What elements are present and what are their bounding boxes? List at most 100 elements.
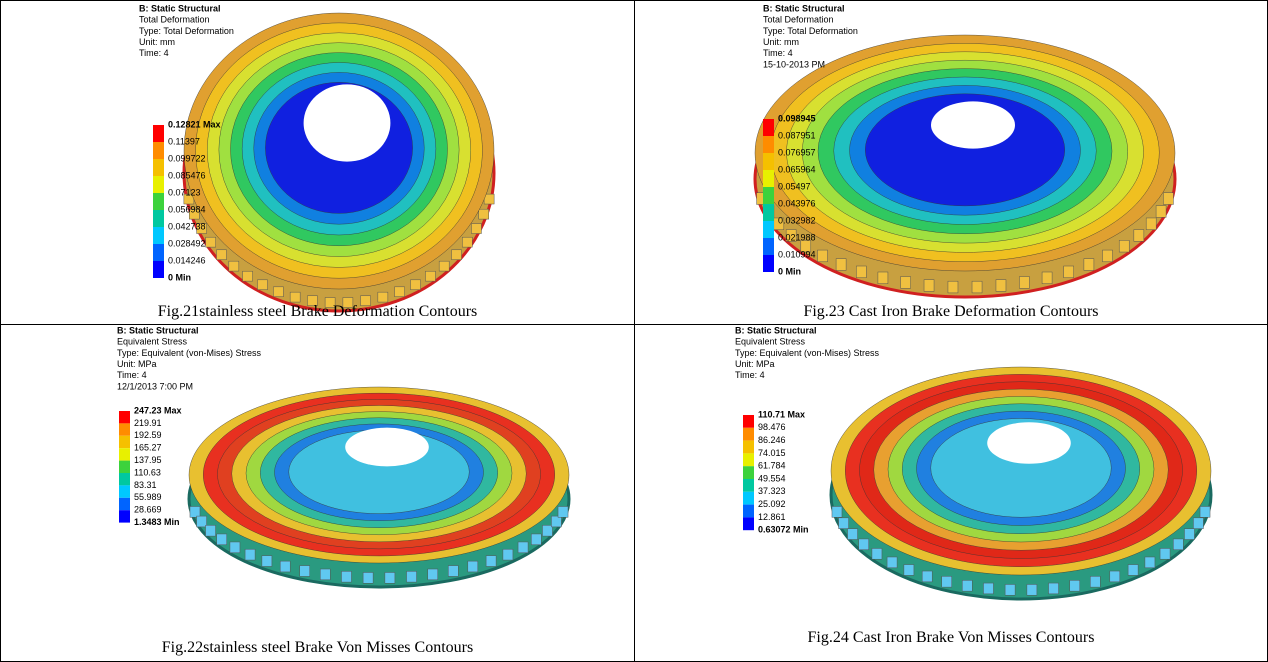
legend-label: 0.12821 Max	[168, 119, 221, 129]
legend-swatch	[153, 176, 164, 193]
disc-vent	[425, 271, 435, 281]
legend-label: 110.71 Max	[758, 409, 805, 419]
disc-vent	[922, 571, 932, 582]
disc-vent	[452, 250, 462, 260]
disc-vent	[878, 272, 888, 284]
figure-caption: Fig.24 Cast Iron Brake Von Misses Contou…	[635, 629, 1267, 647]
legend-label: 37.323	[758, 486, 786, 496]
legend-label: 165.27	[134, 443, 162, 453]
legend-label: 0.099722	[168, 153, 206, 163]
disc-vent	[257, 280, 267, 290]
disc-vent	[300, 566, 310, 577]
legend-label: 0.085476	[168, 170, 206, 180]
disc-hole	[931, 101, 1015, 148]
result-header: Unit: mm	[139, 37, 175, 47]
result-header: B: Static Structural	[139, 3, 221, 13]
disc-vent	[904, 565, 914, 576]
disc-vent	[531, 534, 541, 545]
disc-vent	[1064, 266, 1074, 278]
legend-label: 0.11397	[168, 136, 200, 146]
result-header: Total Deformation	[139, 15, 210, 25]
disc-vent	[197, 516, 207, 527]
disc-vent	[848, 529, 858, 540]
legend-swatch	[153, 125, 164, 142]
page: B: Static StructuralTotal DeformationTyp…	[0, 0, 1268, 662]
legend-swatch	[763, 187, 774, 204]
disc-vent	[462, 237, 472, 247]
figure-caption: Fig.21stainless steel Brake Deformation …	[1, 303, 634, 321]
legend-swatch	[119, 510, 130, 522]
disc-vent	[1134, 230, 1144, 242]
legend-label: 0.05497	[778, 181, 811, 191]
legend-label: 0.010994	[778, 249, 816, 259]
legend-label: 0.021988	[778, 232, 816, 242]
result-header: Equivalent Stress	[117, 337, 188, 347]
disc-vent	[948, 281, 958, 293]
legend-swatch	[743, 517, 754, 530]
legend-swatch	[743, 492, 754, 505]
figure-caption: Fig.23 Cast Iron Brake Deformation Conto…	[635, 303, 1267, 321]
disc-vent	[448, 566, 458, 577]
disc-vent	[818, 250, 828, 262]
disc-vent	[229, 261, 239, 271]
disc-vent	[1193, 518, 1203, 529]
disc-hole	[304, 84, 391, 161]
result-header: Equivalent Stress	[735, 337, 806, 347]
disc-vent	[1163, 193, 1173, 205]
legend-label: 0.63072 Min	[758, 525, 809, 535]
disc-vent	[901, 277, 911, 289]
legend-swatch	[763, 204, 774, 221]
simulation-image: B: Static Structural Equivalent StressTyp…	[1, 325, 634, 661]
disc-vent	[439, 261, 449, 271]
disc-vent	[518, 542, 528, 553]
result-header: Unit: MPa	[117, 359, 157, 369]
legend-swatch	[119, 498, 130, 510]
legend-swatch	[763, 136, 774, 153]
disc-vent	[836, 259, 846, 271]
legend-swatch	[743, 415, 754, 428]
disc-vent	[341, 571, 351, 582]
result-header: Type: Equivalent (von-Mises) Stress	[117, 348, 262, 358]
disc-vent	[996, 280, 1006, 292]
result-header: Time: 4	[117, 370, 147, 380]
disc-vent	[363, 572, 373, 583]
result-header: Total Deformation	[763, 15, 834, 25]
legend-swatch	[119, 473, 130, 485]
disc-vent	[1090, 576, 1100, 587]
disc-vent	[273, 287, 283, 297]
legend-label: 0.014246	[168, 255, 206, 265]
disc-vent	[206, 237, 216, 247]
legend-label: 0 Min	[168, 272, 191, 282]
disc-vent	[468, 561, 478, 572]
legend-label: 0.087951	[778, 130, 816, 140]
legend-swatch	[119, 436, 130, 448]
disc-hole	[345, 428, 429, 467]
result-header: Type: Total Deformation	[763, 26, 858, 36]
disc-vent	[503, 549, 513, 560]
disc-vent	[551, 516, 561, 527]
legend-label: 0.043976	[778, 198, 816, 208]
disc-vent	[542, 525, 552, 536]
legend-label: 12.861	[758, 512, 786, 522]
legend-label: 192.59	[134, 430, 162, 440]
disc-vent	[924, 280, 934, 292]
legend-swatch	[153, 142, 164, 159]
disc-vent	[230, 542, 240, 553]
legend-label: 98.476	[758, 422, 786, 432]
legend-label: 74.015	[758, 448, 786, 458]
result-header: B: Static Structural	[117, 325, 199, 335]
result-header: Time: 4	[735, 370, 765, 380]
result-header: Time: 4	[139, 48, 169, 58]
legend-label: 110.63	[134, 467, 161, 477]
legend-swatch	[763, 170, 774, 187]
legend-swatch	[743, 428, 754, 441]
disc-vent	[1156, 206, 1166, 218]
disc-vent	[872, 548, 882, 559]
legend-swatch	[763, 221, 774, 238]
disc-vent	[262, 556, 272, 567]
disc-vent	[428, 569, 438, 580]
legend-label: 86.246	[758, 435, 786, 445]
legend-swatch	[153, 193, 164, 210]
